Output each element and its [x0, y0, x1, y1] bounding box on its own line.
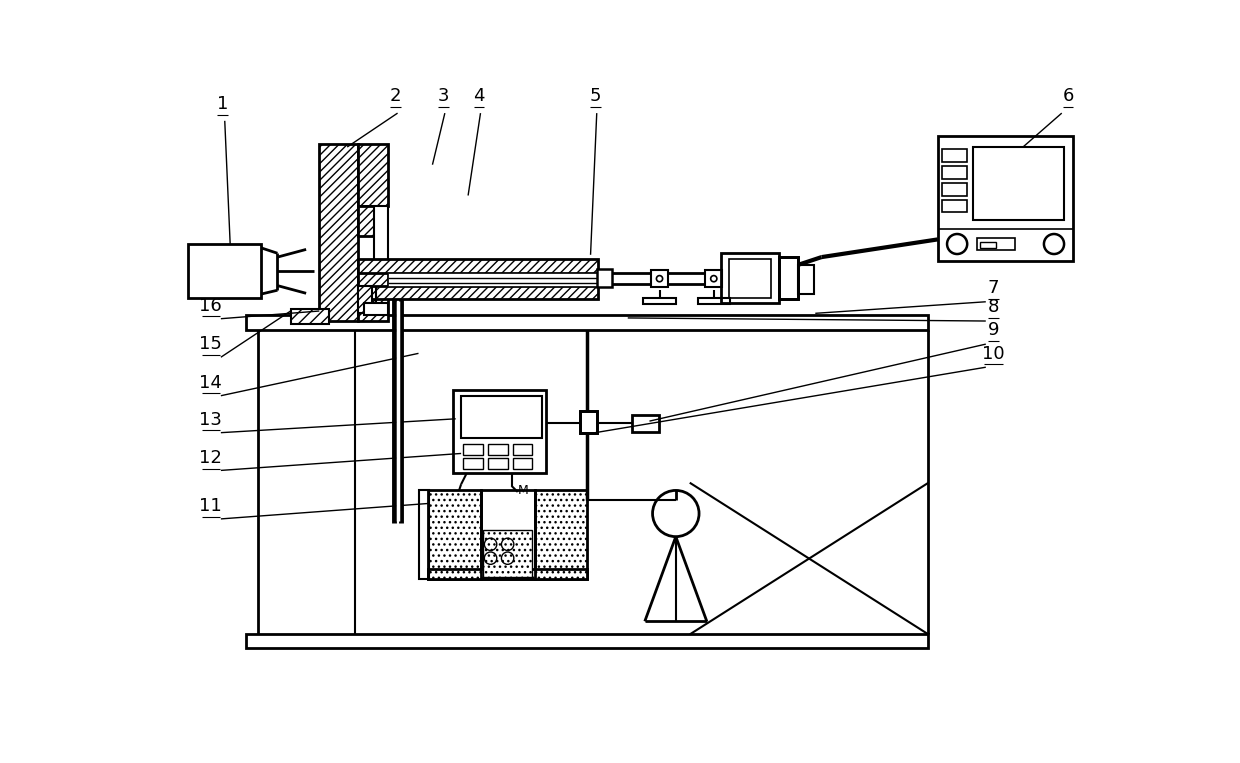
Bar	[941, 166, 967, 179]
Bar	[419, 491, 429, 579]
Bar	[464, 458, 482, 468]
Text: 13: 13	[200, 410, 222, 429]
Bar	[651, 270, 668, 287]
Bar	[941, 200, 967, 212]
Text: 15: 15	[200, 336, 222, 353]
Bar	[358, 144, 387, 205]
Bar	[320, 144, 358, 321]
Bar	[937, 137, 1074, 261]
Bar	[358, 259, 598, 273]
Bar	[779, 257, 799, 299]
Bar	[644, 298, 676, 304]
Bar	[489, 444, 507, 455]
Bar	[482, 530, 532, 577]
Text: 14: 14	[200, 374, 222, 392]
Bar	[358, 205, 373, 237]
Text: 16: 16	[200, 297, 222, 315]
Bar	[290, 309, 330, 324]
Text: 11: 11	[200, 497, 222, 515]
Bar	[596, 269, 613, 287]
Text: M: M	[518, 484, 528, 497]
Bar	[534, 491, 588, 579]
Bar	[799, 265, 813, 294]
Bar	[428, 491, 481, 579]
Bar	[972, 147, 1064, 221]
Bar	[454, 391, 547, 474]
Bar	[365, 304, 387, 315]
Bar	[941, 183, 967, 195]
Text: 12: 12	[200, 449, 222, 467]
Bar	[941, 150, 967, 162]
Text: 9: 9	[988, 321, 999, 340]
Bar	[247, 315, 929, 330]
Bar	[489, 458, 507, 468]
Bar	[464, 444, 482, 455]
Text: 5: 5	[589, 88, 601, 105]
Bar	[358, 269, 387, 321]
Bar	[706, 270, 722, 287]
Bar	[513, 458, 532, 468]
Bar	[481, 491, 534, 579]
Bar	[428, 569, 588, 579]
Bar	[513, 444, 532, 455]
Bar	[729, 259, 771, 298]
Text: 2: 2	[389, 88, 401, 105]
Bar	[187, 244, 262, 298]
Bar	[373, 205, 387, 269]
Text: 10: 10	[982, 345, 1004, 362]
Bar	[358, 285, 598, 299]
Bar	[981, 242, 996, 248]
Bar	[387, 273, 596, 285]
Bar	[580, 411, 596, 433]
Bar	[247, 634, 929, 649]
Bar	[461, 396, 542, 438]
Text: 8: 8	[988, 298, 999, 317]
Bar	[977, 238, 1016, 250]
Bar	[779, 257, 799, 299]
Text: 1: 1	[217, 95, 228, 113]
Bar	[580, 411, 596, 433]
Bar	[358, 285, 372, 314]
Text: 3: 3	[438, 88, 449, 105]
Bar	[697, 298, 730, 304]
Text: 6: 6	[1063, 88, 1074, 105]
Bar	[720, 253, 779, 304]
Text: 7: 7	[988, 279, 999, 297]
Bar	[631, 415, 658, 432]
Text: 4: 4	[474, 88, 485, 105]
